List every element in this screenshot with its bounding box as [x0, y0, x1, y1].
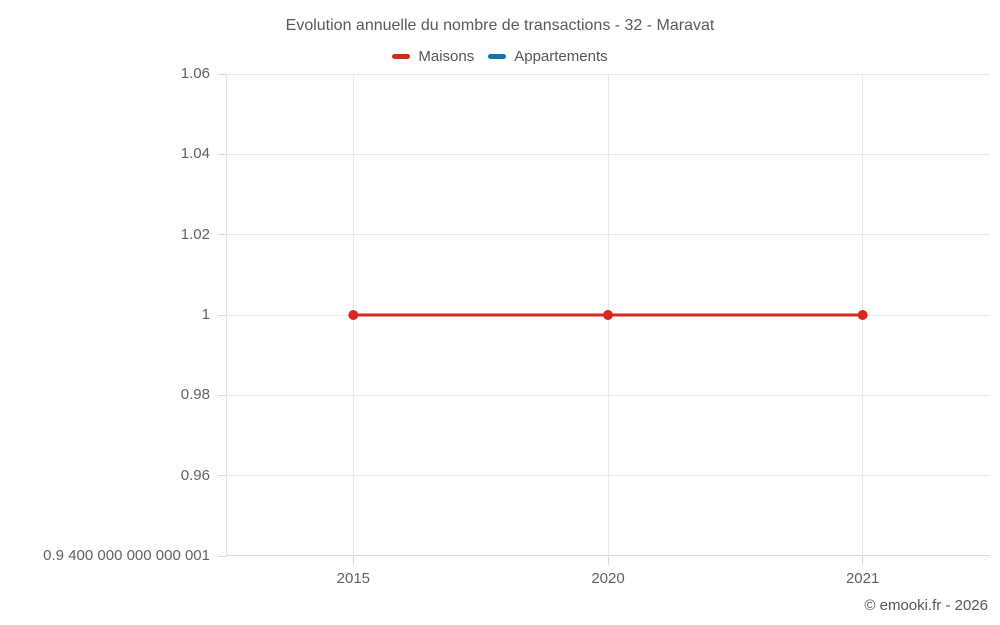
data-point-maisons-2015[interactable]	[348, 310, 359, 320]
x-tick	[862, 556, 864, 565]
data-point-maisons-2021[interactable]	[857, 310, 868, 320]
y-axis-label: 1	[201, 306, 210, 323]
x-tick	[352, 556, 354, 565]
y-axis-label: 0.96	[180, 466, 210, 484]
y-axis-label: 1.04	[180, 145, 210, 163]
x-tick	[607, 556, 609, 565]
y-tick	[218, 73, 226, 75]
y-tick	[218, 394, 226, 396]
legend-swatch-appartements	[488, 53, 507, 59]
x-axis-label: 2020	[591, 570, 625, 587]
y-tick	[218, 234, 226, 236]
x-axis-label: 2021	[845, 570, 880, 587]
y-axis-label: 1.06	[180, 65, 210, 82]
y-axis-label: 0.9 400 000 000 000 001	[43, 547, 210, 564]
y-tick	[218, 314, 226, 316]
x-axis-label: 2015	[336, 570, 371, 587]
data-point-maisons-2020[interactable]	[603, 310, 613, 320]
y-tick	[218, 153, 226, 155]
y-axis-label: 1.02	[180, 225, 210, 243]
legend-label-maisons: Maisons	[418, 47, 475, 65]
copyright-text: © emooki.fr - 2026	[864, 597, 988, 614]
y-tick	[218, 475, 226, 477]
legend-item-maisons: Maisons	[392, 48, 474, 65]
legend-label-appartements: Appartements	[514, 47, 608, 65]
chart-legend: Maisons Appartements	[0, 46, 1000, 66]
legend-swatch-maisons	[392, 53, 411, 59]
legend-item-appartements: Appartements	[488, 47, 608, 65]
y-axis-label: 0.98	[180, 386, 210, 404]
chart-title: Evolution annuelle du nombre de transact…	[285, 17, 715, 34]
y-tick	[218, 555, 226, 557]
